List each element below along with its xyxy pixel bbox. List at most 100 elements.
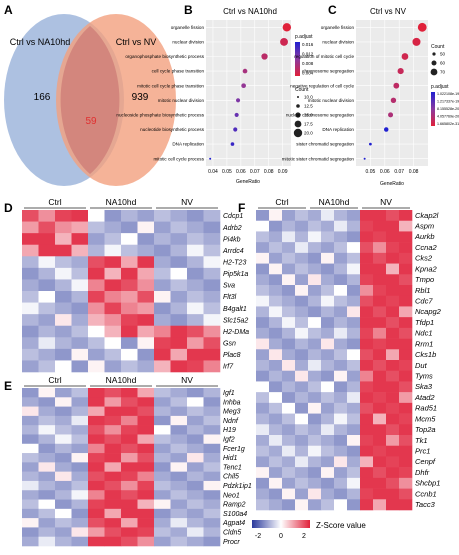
heatmap-cell	[386, 392, 400, 404]
heatmap-cell	[308, 456, 322, 468]
heatmap-cell	[203, 471, 221, 482]
heatmap-cell	[321, 210, 335, 222]
heatmap-cell	[104, 527, 122, 538]
heatmap-cell	[321, 381, 335, 393]
heatmap-cell	[269, 424, 283, 436]
heatmap-cell	[308, 252, 322, 264]
heatmap-cell	[256, 424, 270, 436]
heatmap-cell	[269, 252, 283, 264]
heatmap-cell	[88, 302, 105, 315]
heatmap-cell	[104, 397, 122, 407]
gene-label: Sva	[223, 283, 235, 290]
heatmap-cell	[399, 360, 413, 372]
heatmap-cell	[203, 415, 221, 426]
heatmap-cell	[347, 445, 361, 457]
heatmap-cell	[386, 274, 400, 286]
heatmap-cell	[71, 434, 89, 445]
heatmap-cell	[295, 360, 309, 372]
count-legend-label: 12.5	[304, 104, 313, 109]
heatmap-cell	[386, 445, 400, 457]
heatmap-cell	[170, 462, 188, 472]
heatmap-cell	[360, 467, 374, 479]
gene-label: Rrm1	[415, 339, 433, 348]
heatmap-cell	[373, 488, 387, 500]
heatmap-cell	[187, 453, 204, 463]
heatmap-cell	[55, 499, 72, 510]
heatmap-cell	[38, 244, 56, 257]
heatmap-cell	[121, 508, 138, 519]
heatmap-cell	[88, 425, 105, 435]
heatmap-cell	[71, 480, 89, 491]
heatmap-cell	[256, 413, 270, 425]
heatmap-cell	[334, 338, 348, 350]
heatmap-cell	[308, 327, 322, 339]
gene-label: Rad51	[415, 404, 437, 413]
heatmap-cell	[308, 220, 322, 232]
heatmap-cell	[360, 242, 374, 254]
chart-b-plot-area	[206, 20, 291, 166]
count-legend-label: 17.5	[304, 122, 313, 127]
heatmap-cell	[321, 317, 335, 329]
heatmap-cell	[22, 471, 39, 482]
heatmap-cell	[321, 285, 335, 297]
heatmap-cell	[360, 488, 374, 500]
heatmap-cell	[104, 256, 122, 269]
heatmap-cell	[187, 348, 204, 361]
heatmap-cell	[137, 443, 155, 454]
term-label: nuclear division	[322, 40, 354, 45]
heatmap-cell	[38, 256, 56, 269]
heatmap-cell	[121, 256, 138, 269]
heatmap-cell	[154, 256, 171, 269]
heatmap-cell	[295, 467, 309, 479]
heatmap-cell	[137, 518, 155, 528]
heatmap-cell	[38, 434, 56, 445]
heatmap-cell	[187, 314, 204, 327]
heatmap-cell	[38, 499, 56, 510]
heatmap-cell	[360, 370, 374, 382]
heatmap-cell	[170, 279, 188, 292]
gene-label: Tfdp1	[415, 318, 434, 327]
count-legend-dot	[430, 68, 438, 76]
heatmap-cell	[334, 210, 348, 222]
heatmap-cell	[71, 499, 89, 510]
heatmap-cell	[295, 435, 309, 447]
term-label: organelle fission	[171, 25, 205, 30]
heatmap-cell	[170, 443, 188, 454]
x-tick-label: 0.07	[250, 169, 260, 175]
heatmap-cell	[22, 425, 39, 435]
heatmap-cell	[71, 291, 89, 303]
heatmap-cell	[347, 402, 361, 414]
heatmap-cell	[121, 434, 138, 445]
heatmap-cell	[38, 415, 56, 426]
heatmap-cell	[295, 477, 309, 489]
heatmap-cell	[170, 256, 188, 269]
data-point	[401, 53, 409, 60]
heatmap-cell	[321, 445, 335, 457]
panel-b: B Ctrl vs NA10hd organelle fission nuclea…	[116, 3, 313, 185]
heatmap-cell	[373, 402, 387, 414]
gene-label: Ccnb1	[415, 489, 437, 498]
heatmap-cell	[256, 295, 270, 307]
heatmap-cell	[269, 477, 283, 489]
heatmap-cell	[308, 488, 322, 500]
heatmap-cell	[88, 291, 105, 303]
panel-letter-c: C	[328, 3, 337, 17]
heatmap-cell	[104, 443, 122, 454]
count-legend-label: 70	[440, 70, 446, 75]
heatmap-cell	[121, 471, 138, 482]
heatmap-cell	[256, 327, 270, 339]
heatmap-cell	[308, 306, 322, 318]
heatmap-cell	[399, 488, 413, 500]
heatmap-cell	[121, 518, 138, 528]
heatmap-cell	[347, 263, 361, 275]
heatmap-cell	[386, 477, 400, 489]
heatmap-cell	[38, 348, 56, 361]
heatmap-cell	[321, 477, 335, 489]
panel-c: C Ctrl vs NV organelle fission nuclear di…	[282, 3, 459, 187]
heatmap-cell	[360, 285, 374, 297]
heatmap-cell	[282, 242, 296, 254]
heatmap-cell	[38, 406, 56, 417]
heatmap-cell	[38, 471, 56, 482]
heatmap-cell	[154, 291, 171, 303]
heatmap-cell	[88, 337, 105, 350]
